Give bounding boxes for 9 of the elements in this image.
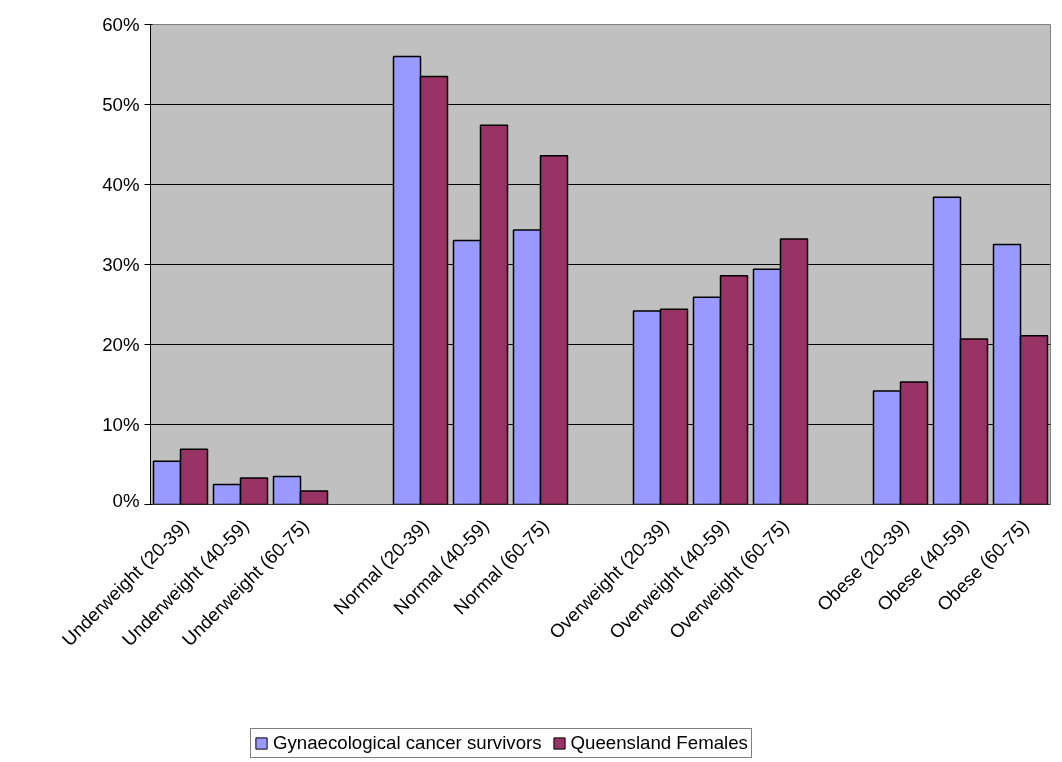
y-tick-label: 30% [102,254,140,275]
y-tick-label: 50% [102,94,140,115]
legend-label: Gynaecological cancer survivors [273,732,542,754]
y-tick-label: 0% [112,489,140,511]
y-tick-label: 10% [102,414,140,435]
y-tick-label: 20% [102,334,140,355]
y-tick-label: 60% [102,14,140,35]
y-tick-label: 40% [102,174,140,195]
legend-label: Queensland Females [570,732,748,754]
